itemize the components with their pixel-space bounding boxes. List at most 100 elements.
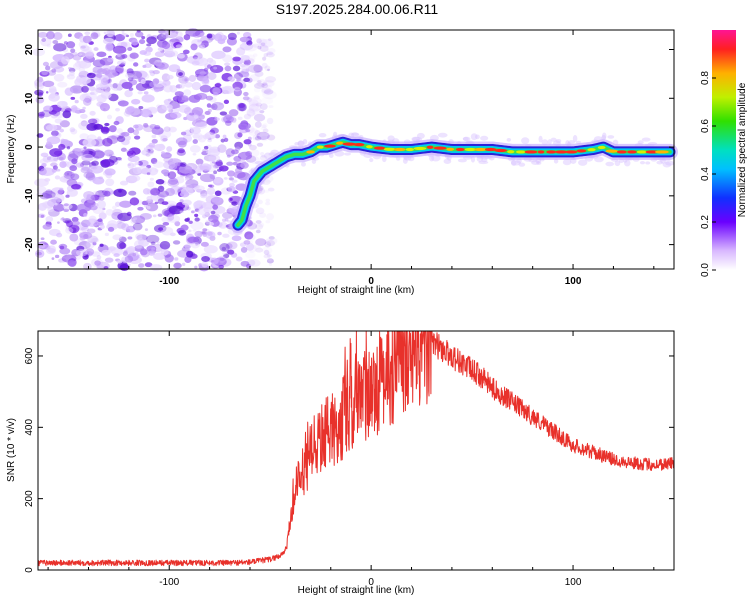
noise-speckle bbox=[167, 171, 177, 180]
noise-speckle bbox=[158, 227, 164, 231]
noise-speckle bbox=[202, 134, 211, 140]
noise-speckle bbox=[101, 210, 105, 214]
noise-speckle bbox=[81, 85, 89, 93]
noise-speckle bbox=[52, 134, 57, 138]
noise-speckle bbox=[63, 171, 75, 180]
noise-speckle bbox=[132, 222, 143, 231]
noise-speckle bbox=[45, 91, 49, 94]
noise-speckle bbox=[183, 89, 192, 96]
signal-halo-speckle bbox=[478, 160, 489, 165]
noise-speckle bbox=[100, 192, 104, 196]
noise-speckle bbox=[146, 172, 151, 176]
noise-speckle bbox=[105, 29, 114, 37]
noise-speckle bbox=[116, 60, 127, 66]
noise-speckle bbox=[227, 249, 235, 255]
noise-speckle bbox=[34, 81, 45, 90]
noise-speckle bbox=[236, 31, 240, 35]
noise-speckle bbox=[120, 33, 128, 38]
noise-speckle bbox=[228, 176, 233, 181]
noise-speckle bbox=[252, 244, 261, 250]
noise-speckle bbox=[162, 137, 168, 142]
noise-speckle bbox=[227, 186, 236, 193]
noise-speckle bbox=[48, 93, 60, 102]
noise-speckle bbox=[251, 102, 257, 106]
noise-speckle bbox=[181, 199, 192, 206]
noise-speckle bbox=[222, 252, 226, 255]
noise-speckle bbox=[197, 172, 202, 176]
noise-speckle bbox=[78, 60, 92, 69]
noise-speckle bbox=[189, 144, 201, 153]
signal-hotspot bbox=[484, 147, 497, 152]
noise-speckle bbox=[154, 51, 165, 58]
noise-speckle bbox=[121, 131, 130, 137]
noise-speckle bbox=[92, 176, 105, 185]
spec-x-tick-label: -100 bbox=[159, 276, 179, 287]
signal-halo-speckle bbox=[350, 132, 359, 138]
noise-speckle bbox=[254, 129, 261, 136]
noise-speckle bbox=[63, 254, 67, 258]
noise-speckle bbox=[172, 240, 181, 245]
noise-speckle bbox=[103, 149, 114, 157]
noise-speckle bbox=[202, 148, 209, 153]
noise-speckle bbox=[161, 103, 173, 111]
noise-speckle bbox=[175, 44, 183, 49]
signal-hotspot bbox=[616, 150, 627, 154]
noise-speckle bbox=[150, 264, 163, 271]
noise-speckle bbox=[268, 38, 272, 41]
noise-speckle bbox=[260, 42, 266, 46]
noise-speckle bbox=[198, 29, 204, 34]
noise-speckle bbox=[135, 82, 148, 92]
noise-speckle bbox=[256, 142, 264, 147]
noise-speckle bbox=[152, 214, 157, 218]
noise-speckle bbox=[195, 117, 202, 123]
noise-speckle bbox=[129, 32, 134, 38]
noise-speckle bbox=[260, 135, 269, 142]
noise-speckle bbox=[167, 158, 182, 167]
noise-speckle bbox=[139, 248, 148, 256]
noise-speckle bbox=[144, 262, 153, 268]
noise-speckle bbox=[240, 54, 250, 61]
noise-speckle bbox=[100, 160, 106, 164]
noise-speckle bbox=[67, 33, 72, 38]
noise-speckle bbox=[221, 211, 233, 219]
noise-speckle bbox=[210, 257, 219, 265]
noise-speckle bbox=[48, 228, 61, 237]
noise-speckle bbox=[63, 41, 68, 45]
noise-speckle bbox=[175, 31, 179, 34]
noise-speckle bbox=[143, 91, 149, 95]
noise-speckle bbox=[198, 134, 207, 143]
noise-speckle bbox=[51, 130, 59, 137]
noise-speckle bbox=[135, 31, 144, 38]
noise-speckle bbox=[259, 103, 268, 111]
noise-speckle bbox=[79, 133, 89, 140]
noise-speckle bbox=[203, 154, 217, 162]
noise-speckle bbox=[147, 33, 151, 37]
noise-speckle bbox=[133, 75, 138, 80]
noise-speckle bbox=[236, 72, 241, 75]
noise-speckle bbox=[200, 193, 208, 199]
noise-speckle bbox=[180, 131, 187, 136]
noise-speckle bbox=[127, 127, 135, 134]
noise-speckle bbox=[151, 134, 157, 139]
noise-speckle bbox=[93, 202, 99, 208]
signal-hotspot bbox=[597, 145, 606, 150]
noise-speckle bbox=[253, 113, 266, 122]
noise-speckle bbox=[207, 72, 217, 80]
noise-speckle bbox=[213, 66, 218, 70]
noise-speckle bbox=[69, 127, 76, 133]
noise-speckle bbox=[252, 108, 264, 117]
snr-y-tick-label: 200 bbox=[24, 490, 35, 507]
noise-speckle bbox=[238, 123, 249, 130]
noise-speckle bbox=[178, 165, 193, 174]
noise-speckle bbox=[86, 194, 92, 198]
noise-speckle bbox=[266, 117, 274, 125]
noise-speckle bbox=[34, 178, 49, 187]
signal-halo-speckle bbox=[318, 133, 327, 138]
noise-speckle bbox=[151, 126, 164, 135]
snr-x-tick-label: 100 bbox=[565, 577, 582, 588]
noise-speckle bbox=[142, 73, 150, 80]
noise-speckle bbox=[36, 186, 47, 195]
signal-halo-speckle bbox=[462, 136, 469, 141]
noise-speckle bbox=[263, 89, 274, 95]
noise-speckle bbox=[253, 95, 260, 100]
